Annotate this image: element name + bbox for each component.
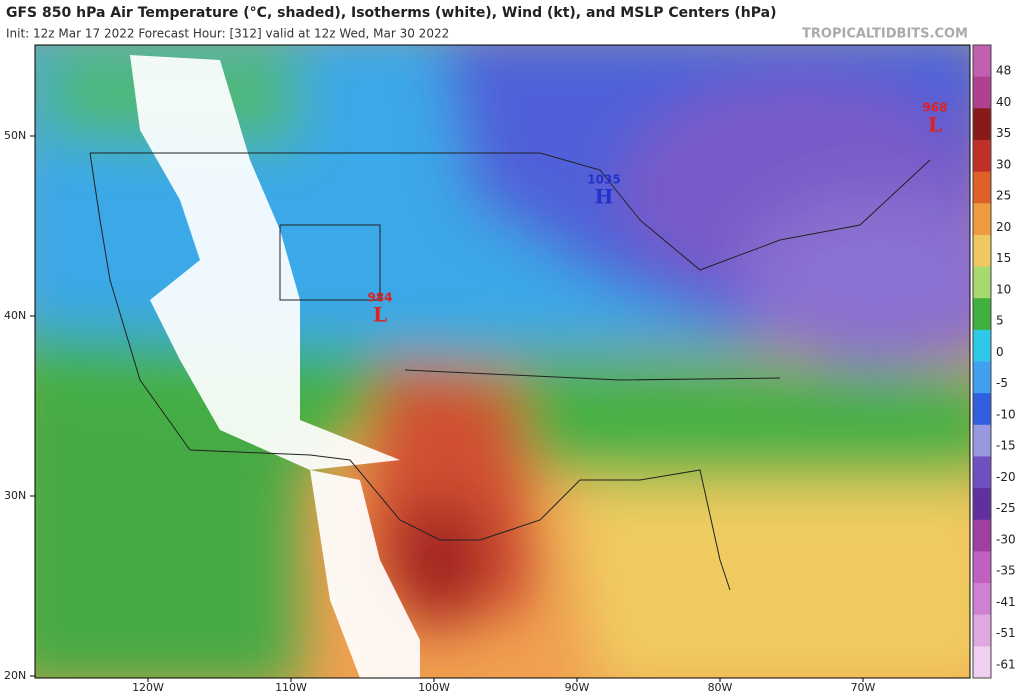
map-field [35, 45, 970, 678]
pressure-value: 1035 [587, 173, 620, 187]
colorbar-label: 5 [996, 314, 1004, 328]
colorbar-frame [972, 44, 992, 679]
colorbar-label: 0 [996, 345, 1004, 359]
colorbar-segment [973, 266, 991, 299]
colorbar-segment [973, 456, 991, 489]
subtitle: Init: 12z Mar 17 2022 Forecast Hour: [31… [6, 27, 449, 41]
colorbar-segment [973, 583, 991, 616]
lon-label: 100W [418, 681, 450, 694]
colorbar-segment [973, 45, 991, 78]
colorbar-segment [973, 171, 991, 204]
colorbar-segment [973, 519, 991, 552]
colorbar-segment [973, 203, 991, 236]
pressure-symbol: H [595, 185, 614, 209]
colorbar-segment [973, 108, 991, 141]
lon-label: 80W [708, 681, 733, 694]
colorbar-label: 40 [996, 95, 1011, 109]
colorbar-segment [973, 361, 991, 394]
colorbar-segment [973, 329, 991, 362]
colorbar-label: 35 [996, 126, 1011, 140]
colorbar-label: 15 [996, 251, 1011, 265]
pressure-symbol: L [373, 303, 387, 327]
colorbar-segment [973, 614, 991, 647]
colorbar-label: 30 [996, 157, 1011, 171]
colorbar-segment [973, 424, 991, 457]
colorbar-segment [973, 551, 991, 584]
colorbar-segment [973, 234, 991, 268]
field-shading [35, 45, 970, 678]
colorbar-label: 48 [996, 64, 1011, 78]
lat-label: 50N [4, 129, 26, 142]
terrain-mask [310, 470, 420, 678]
colorbar-segment [973, 646, 991, 679]
colorbar-label: -5 [996, 376, 1008, 390]
lon-label: 90W [565, 681, 590, 694]
colorbar-label: 10 [996, 282, 1011, 296]
lon-label: 110W [275, 681, 307, 694]
lat-label: 30N [4, 489, 26, 502]
colorbar-label: -41 [996, 595, 1016, 609]
pressure-value: 968 [922, 101, 947, 115]
colorbar-segment [973, 298, 991, 331]
boundaries [89, 152, 931, 591]
colorbar-label: -51 [996, 626, 1016, 640]
colorbar-label: -35 [996, 564, 1016, 578]
title: GFS 850 hPa Air Temperature (°C, shaded)… [6, 5, 777, 21]
colorbar-segment [973, 139, 991, 173]
colorbar-segment [973, 393, 991, 426]
lat-label: 40N [4, 309, 26, 322]
colorbar-label: 20 [996, 220, 1011, 234]
colorbar-label: 25 [996, 189, 1011, 203]
colorbar-label: -15 [996, 439, 1016, 453]
colorbar-label: -61 [996, 657, 1016, 671]
pressure-symbol: L [928, 113, 942, 137]
pressure-value: 984 [367, 291, 392, 305]
terrain-mask [130, 55, 400, 470]
colorbar-segment [973, 76, 991, 109]
colorbar-label: -20 [996, 470, 1016, 484]
colorbar-label: -10 [996, 407, 1016, 421]
map-frame [34, 44, 971, 679]
colorbar-label: -30 [996, 532, 1016, 546]
lon-label: 70W [851, 681, 876, 694]
colorbar-label: -25 [996, 501, 1016, 515]
colorbar-segment [973, 488, 991, 521]
lat-label: 20N [4, 669, 26, 682]
brand: TROPICALTIDBITS.COM [802, 27, 968, 42]
lon-label: 120W [132, 681, 164, 694]
